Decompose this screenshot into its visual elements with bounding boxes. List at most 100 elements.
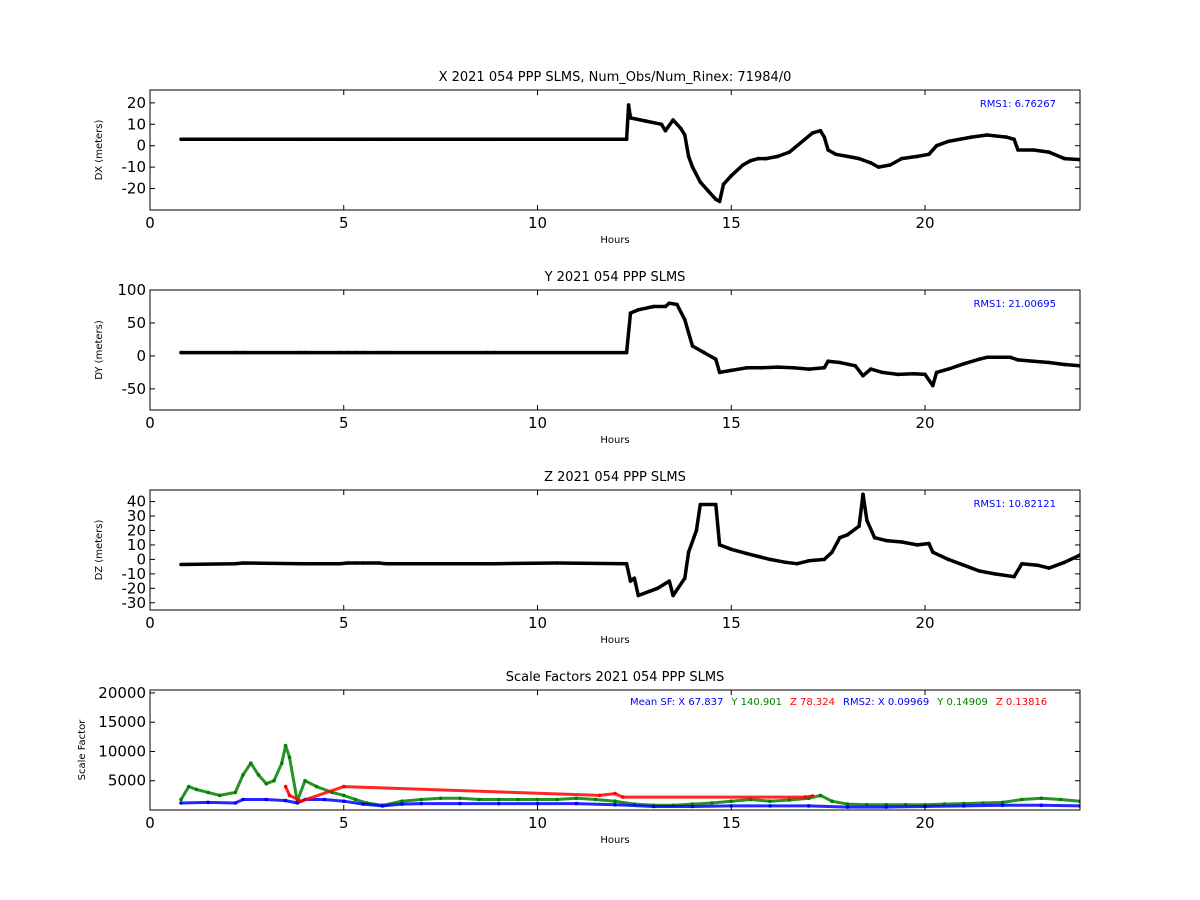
data-point-1-14 bbox=[287, 755, 292, 760]
data-point-1-39 bbox=[818, 128, 823, 133]
y-tick-label: -50 bbox=[122, 380, 147, 398]
data-point-1-10 bbox=[376, 137, 381, 142]
data-point-1-46 bbox=[830, 799, 834, 803]
data-point-1-25 bbox=[714, 357, 718, 362]
data-point-1-18 bbox=[663, 304, 668, 309]
data-point-1-22 bbox=[686, 331, 691, 335]
data-point-2-3 bbox=[233, 801, 238, 805]
data-point-1-8 bbox=[353, 137, 358, 142]
data-point-1-26 bbox=[717, 370, 722, 375]
data-point-1-9 bbox=[256, 773, 261, 777]
data-point-1-50 bbox=[927, 152, 931, 157]
data-point-2-10 bbox=[342, 799, 346, 803]
data-point-1-24 bbox=[686, 550, 691, 554]
data-point-1-59 bbox=[1047, 150, 1051, 154]
data-point-1-44 bbox=[857, 156, 861, 161]
y-tick-label: -20 bbox=[122, 180, 147, 198]
data-point-1-18 bbox=[636, 593, 641, 598]
x-tick-label-20: 20 bbox=[915, 414, 934, 432]
data-point-1-15 bbox=[626, 103, 631, 107]
data-point-1-55 bbox=[1035, 563, 1040, 567]
data-point-1-40 bbox=[729, 799, 734, 803]
x-tick-label-5: 5 bbox=[339, 214, 349, 232]
rms-annotation: RMS1: 6.76267 bbox=[980, 99, 1056, 110]
chart-title: Y 2021 054 PPP SLMS bbox=[544, 270, 686, 285]
data-point-1-42 bbox=[923, 372, 927, 377]
series-line bbox=[180, 492, 1080, 598]
data-point-1-20 bbox=[675, 302, 679, 307]
data-point-1-20 bbox=[671, 118, 675, 122]
data-point-1-53 bbox=[1062, 362, 1067, 367]
data-point-1-12 bbox=[485, 137, 489, 142]
data-point-1-19 bbox=[663, 128, 668, 133]
data-point-1-29 bbox=[729, 547, 734, 552]
data-point-1-28 bbox=[497, 797, 501, 802]
y-tick-label: 30 bbox=[127, 507, 146, 525]
data-point-1-45 bbox=[818, 793, 823, 798]
data-point-1-50 bbox=[962, 563, 966, 567]
chart-panel-1: X 2021 054 PPP SLMS, Num_Obs/Num_Rinex: … bbox=[94, 70, 1081, 246]
data-point-1-33 bbox=[593, 797, 598, 802]
data-point-1-33 bbox=[756, 156, 761, 161]
data-point-2-16 bbox=[497, 801, 501, 806]
data-point-1-3 bbox=[241, 561, 245, 565]
data-point-3-4 bbox=[342, 784, 346, 789]
x-axis-label: Hours bbox=[600, 835, 629, 846]
data-point-1-23 bbox=[686, 154, 691, 159]
data-point-1-2 bbox=[233, 350, 238, 355]
data-point-1-13 bbox=[493, 561, 497, 566]
data-point-1-18 bbox=[659, 122, 664, 127]
y-axis-label: DX (meters) bbox=[94, 119, 105, 180]
data-point-1-46 bbox=[915, 543, 920, 547]
chart-title: Scale Factors 2021 054 PPP SLMS bbox=[506, 670, 725, 685]
data-point-3-3 bbox=[299, 799, 303, 803]
data-point-1-24 bbox=[690, 165, 695, 169]
data-point-1-27 bbox=[714, 502, 718, 507]
data-point-2-9 bbox=[322, 797, 327, 802]
data-point-1-41 bbox=[911, 371, 916, 376]
data-point-1-32 bbox=[807, 367, 811, 371]
y-axis-label: DZ (meters) bbox=[94, 519, 105, 580]
data-point-1-12 bbox=[485, 561, 489, 566]
data-point-1-47 bbox=[927, 541, 931, 546]
data-point-1-19 bbox=[648, 589, 652, 593]
data-point-2-20 bbox=[652, 804, 656, 809]
data-point-1-17 bbox=[632, 576, 637, 580]
data-point-1-45 bbox=[869, 161, 873, 165]
data-point-2-30 bbox=[1039, 803, 1044, 808]
x-tick-label-15: 15 bbox=[722, 614, 741, 632]
data-point-1-14 bbox=[555, 561, 559, 565]
y-tick-label: 10 bbox=[127, 536, 146, 554]
data-point-1-2 bbox=[233, 561, 238, 566]
data-point-1-44 bbox=[934, 370, 939, 375]
data-point-1-41 bbox=[861, 492, 865, 497]
data-point-1-8 bbox=[353, 350, 358, 355]
x-tick-label-0: 0 bbox=[145, 414, 155, 432]
data-point-1-6 bbox=[338, 137, 342, 142]
data-point-1-6 bbox=[233, 790, 238, 795]
data-point-3-9 bbox=[810, 794, 815, 798]
data-point-1-7 bbox=[345, 561, 350, 565]
rms-annotation: RMS1: 10.82121 bbox=[973, 499, 1056, 510]
data-point-2-19 bbox=[613, 802, 617, 807]
chart-panel-2: Y 2021 054 PPP SLMS 0 5 10 15 20 100 50 0 -50 Hour… bbox=[94, 270, 1081, 446]
x-tick-label-10: 10 bbox=[528, 814, 547, 832]
data-point-1-5 bbox=[303, 350, 307, 355]
data-point-1-31 bbox=[756, 554, 761, 559]
data-point-1-52 bbox=[1047, 360, 1051, 365]
x-tick-label-20: 20 bbox=[915, 814, 934, 832]
y-tick-label: 10 bbox=[127, 115, 146, 133]
x-tick-label-0: 0 bbox=[145, 214, 155, 232]
data-point-1-34 bbox=[795, 561, 799, 566]
data-point-1-48 bbox=[931, 550, 935, 554]
x-tick-label-15: 15 bbox=[722, 414, 741, 432]
chart-panel-4: Scale Factors 2021 054 PPP SLMS 0 5 10 15 20 2… bbox=[77, 670, 1081, 846]
plot-frame bbox=[149, 489, 1081, 611]
y-tick-label: 50 bbox=[127, 314, 146, 332]
data-point-1-15 bbox=[624, 561, 629, 566]
data-point-1-3 bbox=[194, 787, 199, 792]
data-point-1-42 bbox=[834, 152, 838, 157]
data-point-1-10 bbox=[376, 350, 381, 355]
data-point-1-29 bbox=[760, 366, 765, 370]
y-tick-label: -10 bbox=[122, 158, 147, 176]
